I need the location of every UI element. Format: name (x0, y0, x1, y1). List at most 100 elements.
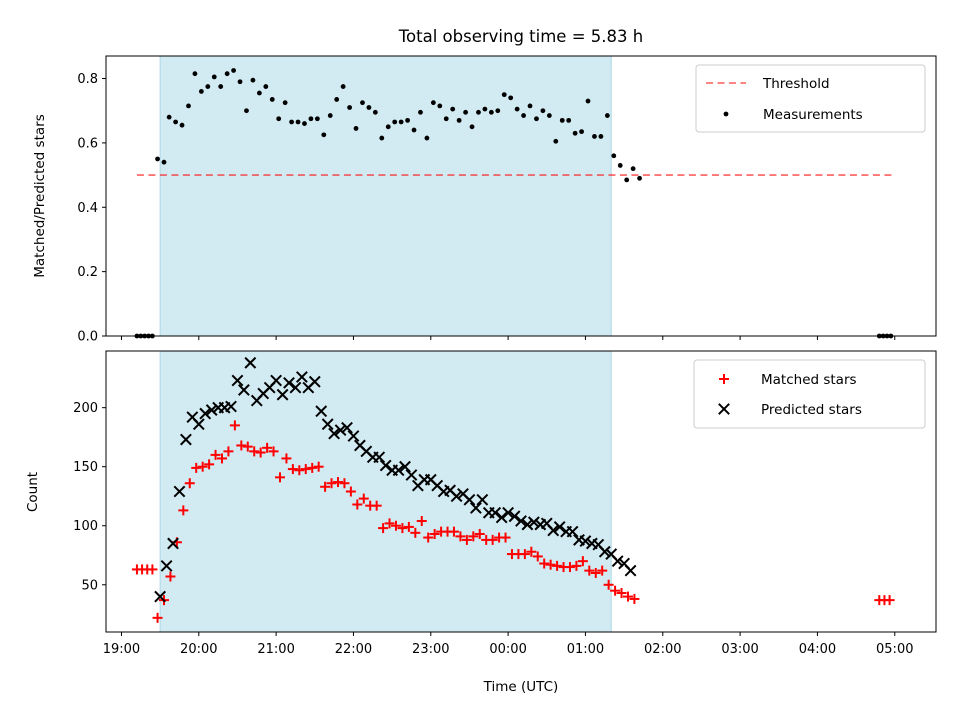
predicted-star-point (515, 515, 527, 527)
matched-star-point (313, 461, 324, 472)
measurement-point (302, 121, 307, 126)
measurement-point (173, 119, 178, 125)
measurement-point (314, 116, 320, 122)
measurement-point (456, 117, 462, 123)
predicted-star-point (566, 525, 579, 538)
matched-star-point (416, 516, 427, 527)
measurement-point (521, 113, 526, 118)
measurement-point (155, 156, 160, 162)
matched-star-point (147, 564, 158, 575)
matched-star-point (165, 571, 176, 582)
predicted-star-point (527, 516, 540, 529)
measurement-point (559, 117, 565, 123)
matched-star-point (474, 529, 485, 540)
predicted-star-point (179, 433, 192, 446)
count-y-tick-label: 150 (73, 460, 98, 475)
legend-measurements-label: Measurements (763, 107, 863, 123)
measurement-point (585, 98, 591, 104)
matched-star-point (210, 449, 221, 460)
matched-star-point (397, 523, 408, 534)
legend-measurements-swatch (723, 111, 729, 117)
ratio-legend: Threshold Measurements (695, 64, 926, 133)
x-tick-label: 05:00 (876, 642, 913, 657)
ratio-y-tick-label: 0.4 (77, 201, 98, 216)
matched-star-point (345, 486, 356, 497)
measurement-point (276, 116, 282, 122)
measurement-point (392, 119, 398, 125)
matched-star-point (629, 593, 640, 604)
measurement-point (256, 90, 262, 96)
measurement-point (321, 132, 327, 138)
matched-star-point (603, 579, 614, 590)
matched-star-point (384, 518, 395, 529)
ratio-y-tick-label: 0.6 (77, 136, 98, 151)
matched-star-point (229, 420, 240, 431)
measurement-point (269, 97, 275, 102)
measurement-point (211, 74, 217, 80)
legend-predicted-swatch (718, 403, 730, 415)
predicted-star-point (392, 464, 405, 477)
x-tick-label: 21:00 (257, 642, 294, 657)
measurement-point (598, 134, 604, 139)
x-tick-label: 19:00 (103, 642, 140, 657)
matched-star-point (184, 478, 195, 489)
measurement-point (231, 68, 236, 73)
measurement-point (534, 116, 539, 122)
matched-star-point (223, 446, 234, 457)
predicted-star-point (315, 405, 328, 418)
matched-star-point (197, 461, 208, 472)
measurement-point (186, 103, 191, 109)
matched-star-point (539, 558, 550, 569)
matched-star-point (352, 499, 363, 510)
measurement-point (411, 127, 417, 133)
matched-star-point (622, 591, 633, 602)
count-y-tick-label: 50 (81, 578, 98, 593)
matched-star-point (274, 472, 285, 483)
count-y-tick-label: 100 (73, 519, 98, 534)
matched-star-point (884, 595, 895, 606)
matched-star-point (590, 567, 601, 578)
x-tick-label: 04:00 (799, 642, 836, 657)
measurement-point (617, 163, 623, 168)
measurement-point (360, 100, 365, 106)
measurement-point (604, 113, 610, 118)
chart-title: Total observing time = 5.83 h (398, 27, 643, 46)
matched-star-point (500, 532, 511, 543)
predicted-star-point (463, 493, 476, 506)
matched-star-point (461, 534, 472, 545)
predicted-star-point (373, 451, 386, 464)
matched-star-point (320, 481, 331, 492)
legend-threshold-label: Threshold (762, 76, 830, 92)
x-tick-label: 01:00 (567, 642, 604, 657)
measurement-point (237, 79, 243, 85)
x-tick-label: 22:00 (335, 642, 372, 657)
ratio-y-tick-label: 0.0 (77, 330, 98, 345)
measurement-point (192, 71, 198, 77)
predicted-star-point (225, 400, 237, 413)
measurement-point (179, 122, 185, 128)
measurement-point (205, 84, 211, 89)
matched-star-point (255, 447, 266, 458)
predicted-star-point (276, 388, 289, 401)
matched-star-point (216, 453, 227, 464)
ratio-plot-frame (105, 55, 937, 337)
matched-star-point (242, 441, 253, 452)
matched-star-point (455, 531, 466, 542)
measurement-point (430, 100, 436, 106)
matched-star-point (410, 527, 421, 538)
measurement-point (508, 95, 514, 101)
count-panel: 50 100 150 200 19:00 20:00 21:00 22:00 23:00 00:… (25, 350, 937, 695)
predicted-star-point (502, 506, 515, 519)
measurement-point (566, 117, 572, 123)
measurement-point (469, 124, 475, 130)
measurement-point (540, 108, 546, 114)
measurement-point (488, 109, 494, 115)
matched-star-point (597, 565, 608, 576)
predicted-star-point (160, 559, 173, 572)
measurement-point (244, 108, 249, 114)
x-tick-label: 02:00 (644, 642, 681, 657)
measurement-point (405, 117, 410, 123)
measurement-point (379, 135, 385, 141)
matched-star-point (307, 462, 318, 473)
